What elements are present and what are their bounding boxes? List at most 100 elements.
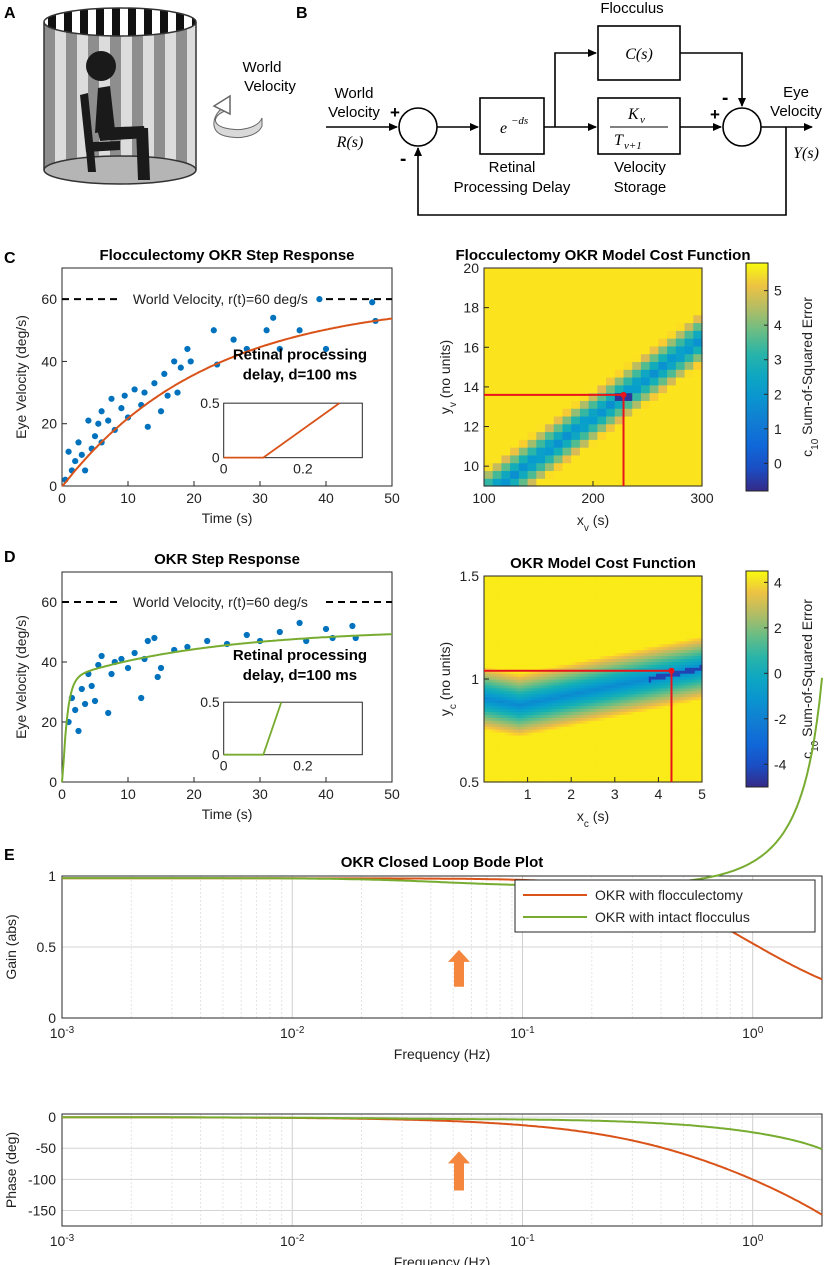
heatmap-cell <box>549 770 553 774</box>
heatmap-cell <box>590 667 594 671</box>
heatmap-cell <box>595 717 599 721</box>
heatmap-cell <box>583 696 587 701</box>
heatmap-cell <box>492 470 503 479</box>
heatmap-cell <box>505 587 509 592</box>
heatmap-cell <box>562 400 572 409</box>
heatmap-cell <box>573 643 577 648</box>
heatmap-cell <box>600 581 604 586</box>
heatmap-cell <box>537 737 541 742</box>
heatmap-cell <box>597 581 601 586</box>
heatmap-cell <box>602 679 606 683</box>
heatmap-cell <box>556 720 560 724</box>
heatmap-cell <box>623 353 633 363</box>
heatmap-cell <box>600 673 604 677</box>
heatmap-cell <box>496 667 500 671</box>
heatmap-cell <box>563 717 567 721</box>
heatmap-cell <box>649 392 659 401</box>
heatmap-cell <box>563 599 567 604</box>
heatmap-cell <box>588 634 592 639</box>
heatmap-cell <box>649 345 659 355</box>
heatmap-cell <box>545 345 555 355</box>
heatmap-cell <box>609 578 613 583</box>
heatmap-cell <box>542 734 546 739</box>
heatmap-cell <box>542 643 546 648</box>
heatmap-cell <box>546 684 550 689</box>
heatmap-cell <box>530 729 534 733</box>
heatmap-cell <box>534 708 538 712</box>
heatmap-cell <box>609 723 613 727</box>
heatmap-cell <box>534 584 538 589</box>
y-tick-label: 0 <box>49 774 57 790</box>
heatmap-cell <box>675 299 686 308</box>
heatmap-cell <box>520 761 524 765</box>
heatmap-cell <box>520 734 524 739</box>
heatmap-cell <box>600 776 604 780</box>
heatmap-cell <box>503 646 507 651</box>
heatmap-cell <box>568 758 572 762</box>
heatmap-cell <box>484 384 494 394</box>
output-label-2: Velocity <box>770 103 822 120</box>
heatmap-cell <box>593 611 597 615</box>
heatmap-cell <box>585 779 589 783</box>
heatmap-cell <box>605 684 609 689</box>
heatmap-cell <box>617 581 621 586</box>
heatmap-cell <box>500 726 504 730</box>
heatmap-cell <box>501 439 511 448</box>
heatmap-cell <box>571 670 575 674</box>
heatmap-cell <box>562 353 572 363</box>
heatmap-cell <box>619 620 623 624</box>
heatmap-cell <box>544 734 548 739</box>
heatmap-cell <box>667 268 677 277</box>
heatmap-cell <box>595 723 599 727</box>
heatmap-cell <box>551 684 555 689</box>
heatmap-cell <box>500 779 504 783</box>
heatmap-cell <box>605 696 609 701</box>
heatmap-cell <box>553 322 564 331</box>
heatmap-cell <box>561 608 565 612</box>
vs-denominator-sub: v+1 <box>624 140 642 152</box>
heatmap-cell <box>658 330 668 339</box>
heatmap-cell <box>585 714 589 718</box>
heatmap-cell <box>510 330 520 339</box>
heatmap-cell <box>525 617 529 621</box>
heatmap-cell <box>532 623 536 627</box>
heatmap-cell <box>500 755 504 760</box>
heatmap-cell <box>561 581 565 586</box>
heatmap-cell <box>554 593 558 598</box>
heatmap-cell <box>556 708 560 712</box>
heatmap-cell <box>568 614 572 618</box>
heatmap-cell <box>600 658 604 662</box>
heatmap-cell <box>510 714 514 718</box>
heatmap-cell <box>510 696 514 701</box>
heatmap-cell <box>606 283 616 292</box>
heatmap-cell <box>546 681 550 686</box>
heatmap-cell <box>488 637 492 642</box>
heatmap-cell <box>530 617 534 621</box>
heatmap-cell <box>559 743 563 748</box>
heatmap-cell <box>667 470 677 479</box>
heatmap-cell <box>609 758 613 762</box>
heatmap-cell <box>597 773 601 777</box>
heatmap-cell <box>527 454 537 464</box>
heatmap-cell <box>488 602 492 607</box>
heatmap-cell <box>517 752 521 757</box>
heatmap-cell <box>566 687 570 692</box>
heatmap-cell <box>554 649 558 654</box>
heatmap-cell <box>549 702 553 707</box>
heatmap-cell <box>600 749 604 754</box>
heatmap-cell <box>595 693 599 698</box>
heatmap-cell <box>486 590 490 595</box>
heatmap-cell <box>501 299 511 308</box>
heatmap-cell <box>484 462 494 472</box>
heatmap-cell <box>605 631 609 636</box>
heatmap-cell <box>522 720 526 724</box>
heatmap-cell <box>561 652 565 657</box>
heatmap-cell <box>500 667 504 671</box>
heatmap-cell <box>606 275 616 285</box>
heatmap-cell <box>573 743 577 748</box>
heatmap-cell <box>542 746 546 751</box>
heatmap-cell <box>544 684 548 689</box>
heatmap-cell <box>484 423 494 433</box>
heatmap-cell <box>622 755 626 760</box>
heatmap-cell <box>559 658 563 662</box>
